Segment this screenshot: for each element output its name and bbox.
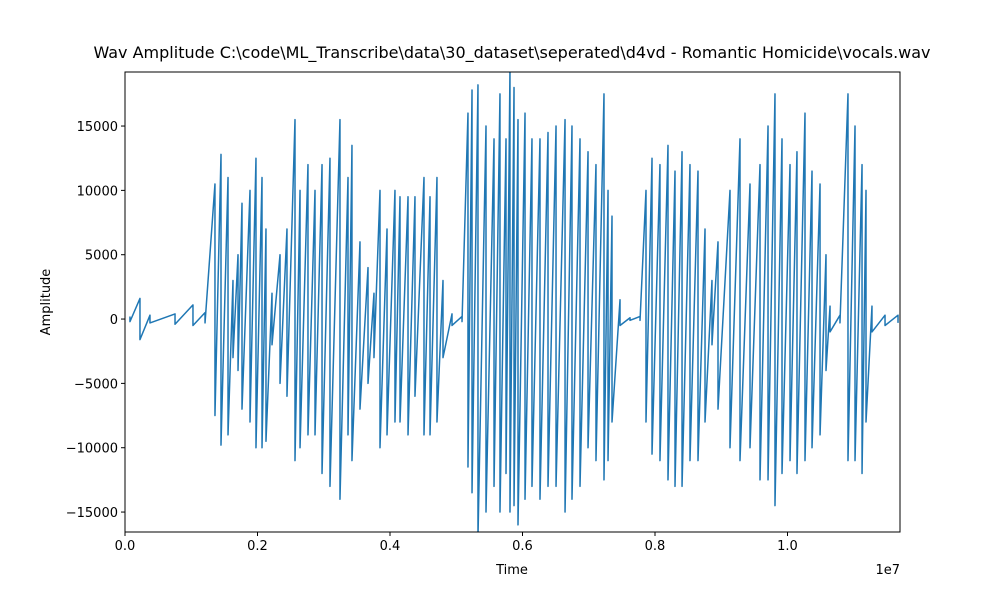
x-tick-label: 0.2 [247,539,268,554]
waveform-line [129,72,899,532]
y-axis-label: Amplitude [39,269,54,336]
y-tick-label: 0 [110,313,118,328]
x-axis-label: Time [495,563,528,578]
y-tick-label: 10000 [77,184,118,199]
y-tick-label: −5000 [74,377,118,392]
x-tick-label: 0.4 [380,539,401,554]
y-tick-label: −15000 [66,506,118,521]
y-tick-label: 5000 [85,249,118,264]
chart-title: Wav Amplitude C:\code\ML_Transcribe\data… [93,43,930,63]
x-tick-label: 0.8 [645,539,666,554]
x-tick-label: 1.0 [777,539,798,554]
plot-area [129,72,899,532]
axes-frame [124,71,901,533]
x-tick-label: 0.0 [115,539,136,554]
x-offset-label: 1e7 [875,563,900,578]
y-tick-label: −10000 [66,442,118,457]
y-tick-label: 15000 [77,120,118,135]
x-tick-label: 0.6 [512,539,533,554]
